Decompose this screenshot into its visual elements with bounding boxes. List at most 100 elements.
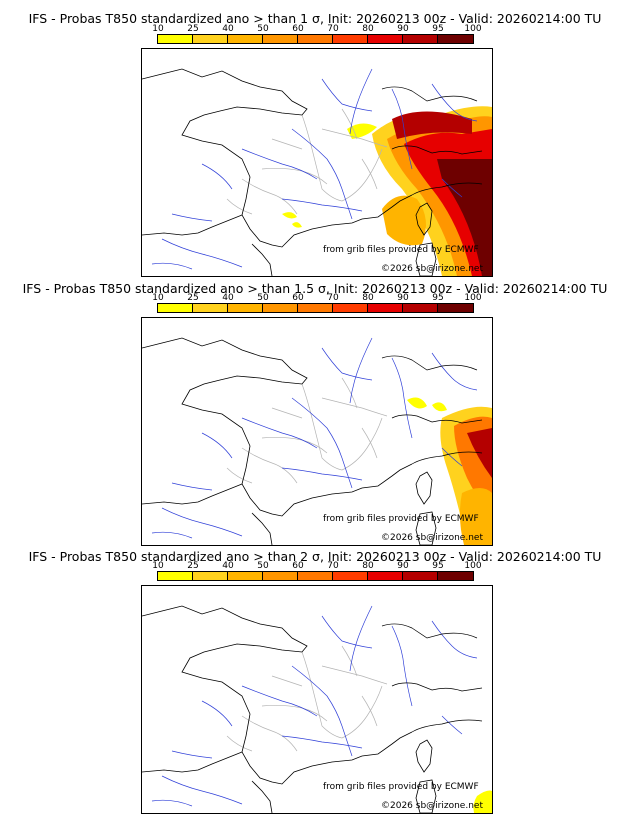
base-map <box>142 605 483 813</box>
colorbar-tick-label: 80 <box>362 24 374 34</box>
colorbar-tick-label: 70 <box>327 293 339 303</box>
colorbar-tick-label: 90 <box>397 561 409 571</box>
colorbar-swatch <box>333 35 368 43</box>
coastline <box>142 214 243 236</box>
river <box>281 198 363 212</box>
colorbar-swatch <box>228 304 263 312</box>
river <box>321 78 373 112</box>
region-border <box>341 645 358 677</box>
region-border <box>226 467 253 484</box>
country-border <box>391 682 483 692</box>
river <box>441 178 463 198</box>
coastline <box>251 512 273 545</box>
probability-field <box>473 790 492 813</box>
coastline <box>415 242 437 276</box>
colorbar-tick-label: 50 <box>257 293 269 303</box>
copyright-credit: ©2026 sb@irizone.net <box>381 264 483 274</box>
colorbar-swatch <box>263 304 298 312</box>
river <box>431 620 478 659</box>
colorbar-swatch <box>438 35 473 43</box>
river <box>391 357 413 439</box>
colorbar-tick-label: 40 <box>222 24 234 34</box>
colorbar-swatch <box>263 35 298 43</box>
colorbar-swatch <box>438 304 473 312</box>
country-border <box>411 451 483 465</box>
source-credit: from grib files provided by ECMWF <box>323 514 479 524</box>
colorbar-tick-label: 10 <box>152 24 164 34</box>
colorbar-tick-label: 90 <box>397 293 409 303</box>
coastline <box>415 779 437 813</box>
probability-map[interactable] <box>141 585 493 814</box>
probability-field <box>282 106 492 276</box>
river <box>201 432 233 459</box>
country-border <box>381 623 478 639</box>
river <box>431 352 478 391</box>
river <box>161 507 243 537</box>
colorbar-tick-label: 60 <box>292 561 304 571</box>
probability-map[interactable] <box>141 317 493 546</box>
region-border <box>271 407 303 419</box>
copyright-credit: ©2026 sb@irizone.net <box>381 533 483 543</box>
coastline <box>251 780 273 813</box>
river <box>241 685 318 717</box>
colorbar <box>157 34 474 44</box>
colorbar-tick-label: 40 <box>222 293 234 303</box>
panel-title: IFS - Probas T850 standardized ano > tha… <box>28 549 602 564</box>
river <box>201 163 233 190</box>
coastline <box>142 483 243 505</box>
coastline <box>142 68 413 248</box>
colorbar-tick-label: 60 <box>292 293 304 303</box>
panel-title: IFS - Probas T850 standardized ano > tha… <box>28 11 602 26</box>
region-border <box>226 735 253 752</box>
colorbar-swatch <box>368 572 403 580</box>
country-border <box>391 414 483 424</box>
colorbar-swatch <box>193 304 228 312</box>
country-border <box>411 719 483 733</box>
coastline <box>251 243 273 276</box>
region-border <box>301 651 343 739</box>
river <box>281 467 363 481</box>
river <box>441 715 463 735</box>
colorbar-tick-label: 25 <box>187 293 199 303</box>
colorbar-tick-label: 90 <box>397 24 409 34</box>
region-border <box>271 675 303 687</box>
region-border <box>341 685 383 739</box>
river <box>349 605 373 672</box>
river <box>151 799 193 807</box>
coastline <box>415 511 437 545</box>
river <box>431 83 478 122</box>
colorbar-tick-label: 95 <box>432 561 444 571</box>
country-border <box>411 182 483 196</box>
colorbar-tick-label: 80 <box>362 561 374 571</box>
base-map <box>142 337 483 545</box>
river <box>291 128 353 220</box>
country-border <box>381 86 478 102</box>
region-border <box>321 665 388 685</box>
region-border <box>341 108 358 140</box>
river <box>151 531 193 539</box>
river <box>151 262 193 270</box>
colorbar-tick-label: 95 <box>432 24 444 34</box>
colorbar-tick-label: 50 <box>257 24 269 34</box>
colorbar-tick-label: 100 <box>464 24 482 34</box>
region-border <box>321 397 388 417</box>
colorbar-tick-label: 25 <box>187 561 199 571</box>
colorbar-swatch <box>193 35 228 43</box>
colorbar-swatch <box>403 35 438 43</box>
country-border <box>391 145 483 155</box>
coastline <box>415 471 433 505</box>
colorbar <box>157 303 474 313</box>
probability-map[interactable] <box>141 48 493 277</box>
river <box>171 482 213 491</box>
colorbar-swatch <box>333 304 368 312</box>
river <box>321 615 373 649</box>
colorbar-tick-label: 25 <box>187 24 199 34</box>
colorbar-swatch <box>158 35 193 43</box>
colorbar-tick-label: 10 <box>152 293 164 303</box>
colorbar-tick-label: 70 <box>327 561 339 571</box>
river <box>171 213 213 222</box>
colorbar-swatch <box>158 304 193 312</box>
colorbar-swatch <box>228 572 263 580</box>
colorbar-swatch <box>193 572 228 580</box>
region-border <box>321 128 388 148</box>
